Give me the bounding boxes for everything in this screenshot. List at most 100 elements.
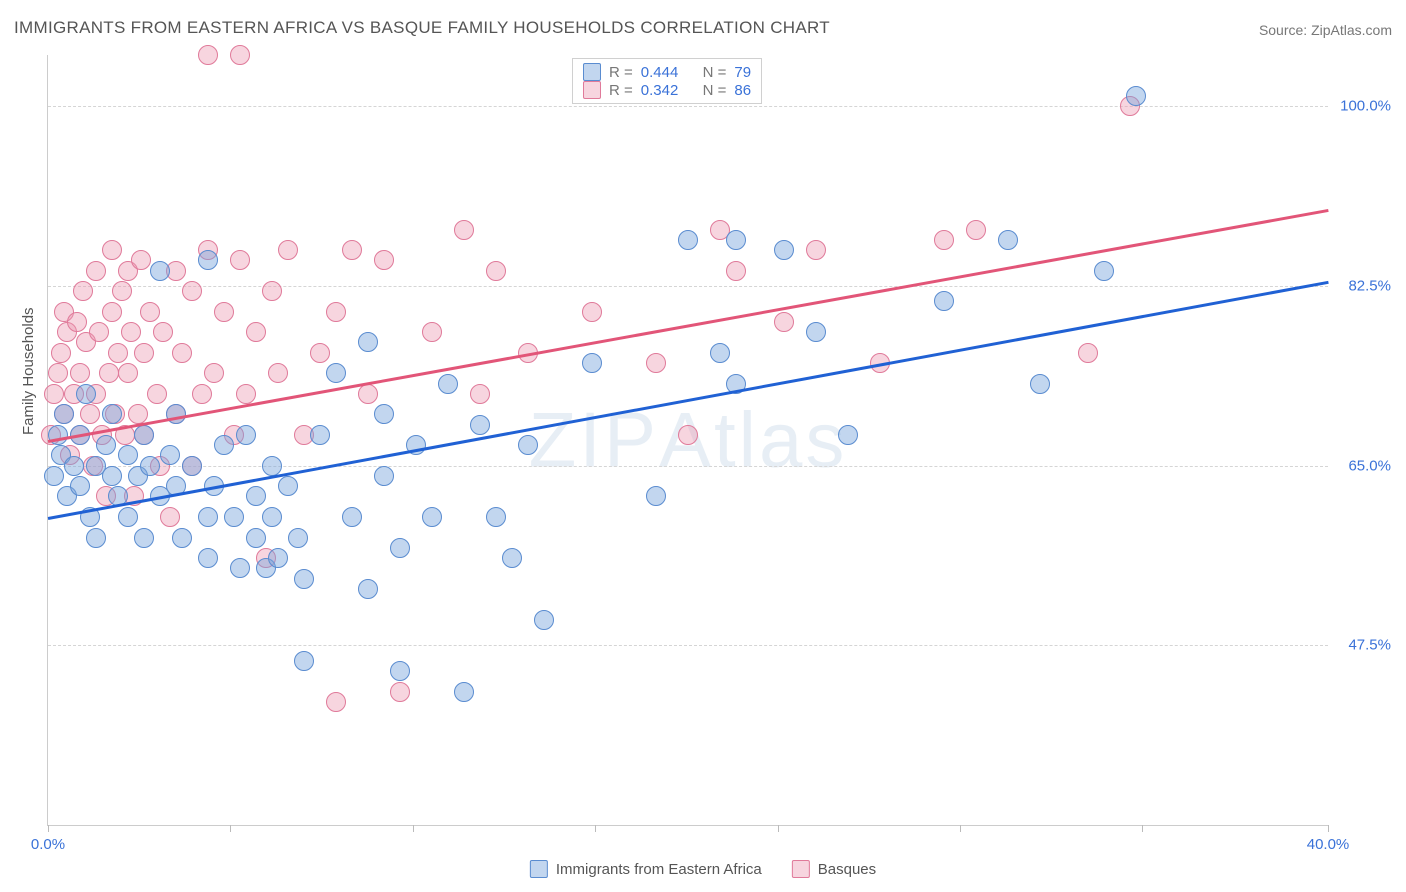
gridline — [48, 466, 1328, 467]
legend-item: Basques — [792, 860, 876, 878]
legend-row: R =0.342 N =86 — [583, 81, 751, 99]
marker-blue — [326, 363, 346, 383]
marker-blue — [710, 343, 730, 363]
marker-pink — [112, 281, 132, 301]
marker-blue — [390, 661, 410, 681]
marker-blue — [582, 353, 602, 373]
marker-blue — [230, 558, 250, 578]
marker-blue — [310, 425, 330, 445]
legend-correlation: R =0.444 N =79R =0.342 N =86 — [572, 58, 762, 104]
marker-blue — [726, 230, 746, 250]
marker-blue — [76, 384, 96, 404]
y-tick-label: 82.5% — [1336, 278, 1391, 295]
marker-blue — [236, 425, 256, 445]
y-axis-label: Family Households — [20, 307, 37, 435]
marker-pink — [89, 322, 109, 342]
marker-pink — [806, 240, 826, 260]
marker-pink — [454, 220, 474, 240]
legend-label: Immigrants from Eastern Africa — [556, 861, 762, 878]
marker-blue — [262, 456, 282, 476]
marker-blue — [1030, 374, 1050, 394]
marker-pink — [134, 343, 154, 363]
legend-item: Immigrants from Eastern Africa — [530, 860, 762, 878]
marker-pink — [246, 322, 266, 342]
legend-series: Immigrants from Eastern Africa Basques — [530, 860, 876, 878]
marker-blue — [44, 466, 64, 486]
x-tick — [960, 825, 961, 832]
marker-blue — [268, 548, 288, 568]
marker-blue — [1126, 86, 1146, 106]
x-tick — [778, 825, 779, 832]
marker-pink — [934, 230, 954, 250]
marker-blue — [86, 528, 106, 548]
marker-blue — [118, 445, 138, 465]
marker-blue — [998, 230, 1018, 250]
legend-swatch — [792, 860, 810, 878]
marker-blue — [374, 404, 394, 424]
marker-blue — [358, 579, 378, 599]
marker-blue — [390, 538, 410, 558]
marker-pink — [67, 312, 87, 332]
marker-blue — [118, 507, 138, 527]
x-tick-label: 0.0% — [31, 836, 65, 853]
marker-blue — [150, 261, 170, 281]
marker-blue — [134, 425, 154, 445]
marker-pink — [230, 250, 250, 270]
marker-pink — [390, 682, 410, 702]
marker-blue — [422, 507, 442, 527]
marker-blue — [774, 240, 794, 260]
marker-pink — [486, 261, 506, 281]
marker-blue — [374, 466, 394, 486]
marker-pink — [774, 312, 794, 332]
marker-blue — [1094, 261, 1114, 281]
marker-blue — [518, 435, 538, 455]
marker-blue — [486, 507, 506, 527]
x-tick — [595, 825, 596, 832]
marker-pink — [236, 384, 256, 404]
marker-pink — [278, 240, 298, 260]
marker-pink — [230, 45, 250, 65]
marker-pink — [48, 363, 68, 383]
marker-blue — [358, 332, 378, 352]
marker-blue — [646, 486, 666, 506]
marker-blue — [166, 404, 186, 424]
marker-pink — [374, 250, 394, 270]
marker-blue — [294, 569, 314, 589]
legend-swatch — [583, 63, 601, 81]
x-tick — [48, 825, 49, 832]
marker-blue — [288, 528, 308, 548]
marker-blue — [262, 507, 282, 527]
source-label: Source: ZipAtlas.com — [1259, 22, 1392, 38]
x-tick — [230, 825, 231, 832]
x-tick-label: 40.0% — [1307, 836, 1350, 853]
marker-pink — [51, 343, 71, 363]
marker-pink — [131, 250, 151, 270]
marker-pink — [118, 363, 138, 383]
marker-pink — [121, 322, 141, 342]
marker-pink — [966, 220, 986, 240]
marker-blue — [198, 507, 218, 527]
marker-pink — [128, 404, 148, 424]
marker-pink — [204, 363, 224, 383]
marker-pink — [268, 363, 288, 383]
x-tick — [413, 825, 414, 832]
marker-pink — [108, 343, 128, 363]
marker-pink — [342, 240, 362, 260]
marker-pink — [678, 425, 698, 445]
marker-blue — [678, 230, 698, 250]
marker-blue — [806, 322, 826, 342]
x-tick — [1328, 825, 1329, 832]
marker-pink — [326, 302, 346, 322]
marker-blue — [214, 435, 234, 455]
marker-blue — [102, 404, 122, 424]
y-tick-label: 100.0% — [1336, 98, 1391, 115]
marker-blue — [198, 250, 218, 270]
marker-pink — [44, 384, 64, 404]
marker-pink — [147, 384, 167, 404]
marker-pink — [182, 281, 202, 301]
marker-blue — [224, 507, 244, 527]
marker-pink — [198, 45, 218, 65]
marker-blue — [438, 374, 458, 394]
marker-blue — [838, 425, 858, 445]
chart-title: IMMIGRANTS FROM EASTERN AFRICA VS BASQUE… — [14, 18, 830, 38]
